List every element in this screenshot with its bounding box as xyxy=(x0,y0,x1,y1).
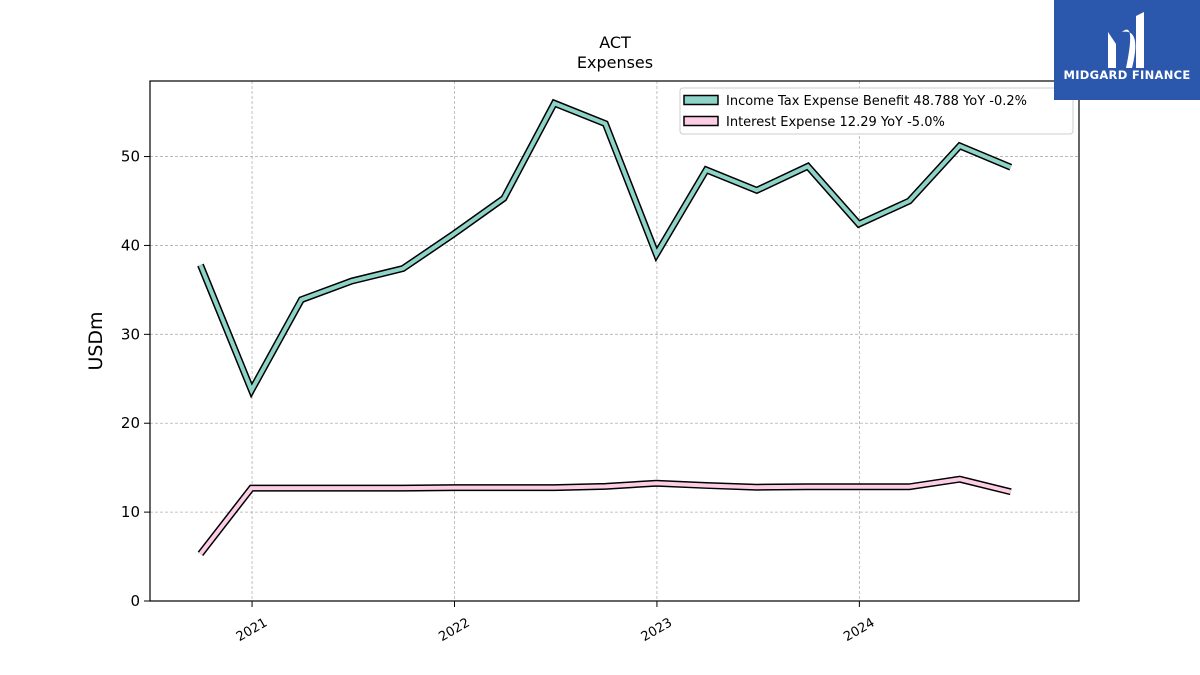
grid-lines xyxy=(150,81,1079,602)
x-tick-label: 2023 xyxy=(639,615,675,645)
x-tick-label: 2021 xyxy=(234,615,270,645)
series-outline xyxy=(197,98,1013,399)
y-tick-label: 20 xyxy=(121,414,140,432)
logo-text: MIDGARD FINANCE xyxy=(1063,68,1191,82)
legend-label: Interest Expense 12.29 YoY -5.0% xyxy=(726,115,945,130)
y-axis-label: USDm xyxy=(85,311,107,370)
y-tick-label: 40 xyxy=(121,236,140,254)
x-axis: 2021 2022 2023 2024 xyxy=(234,601,877,645)
series-layer xyxy=(197,98,1013,557)
chart-title: ACT xyxy=(599,33,631,52)
legend-swatch xyxy=(683,94,719,106)
brand-logo: MIDGARD FINANCE xyxy=(1054,0,1200,100)
y-tick-label: 50 xyxy=(121,148,140,166)
legend: Income Tax Expense Benefit 48.788 YoY -0… xyxy=(679,87,1074,135)
y-tick-label: 30 xyxy=(121,325,140,343)
logo-mark-icon xyxy=(1108,12,1144,69)
x-tick-label: 2024 xyxy=(841,615,877,645)
legend-box xyxy=(679,87,1074,135)
series-line xyxy=(198,100,1012,395)
chart-subtitle: Expenses xyxy=(577,53,653,72)
plot-frame xyxy=(149,80,1080,602)
x-tick-label: 2022 xyxy=(436,615,472,645)
legend-swatch xyxy=(683,115,719,127)
y-tick-label: 0 xyxy=(130,592,140,610)
y-axis: 0 10 20 30 40 50 xyxy=(121,148,150,610)
y-tick-label: 10 xyxy=(121,503,140,521)
legend-label: Income Tax Expense Benefit 48.788 YoY -0… xyxy=(726,94,1027,109)
series-outline xyxy=(197,475,1012,557)
